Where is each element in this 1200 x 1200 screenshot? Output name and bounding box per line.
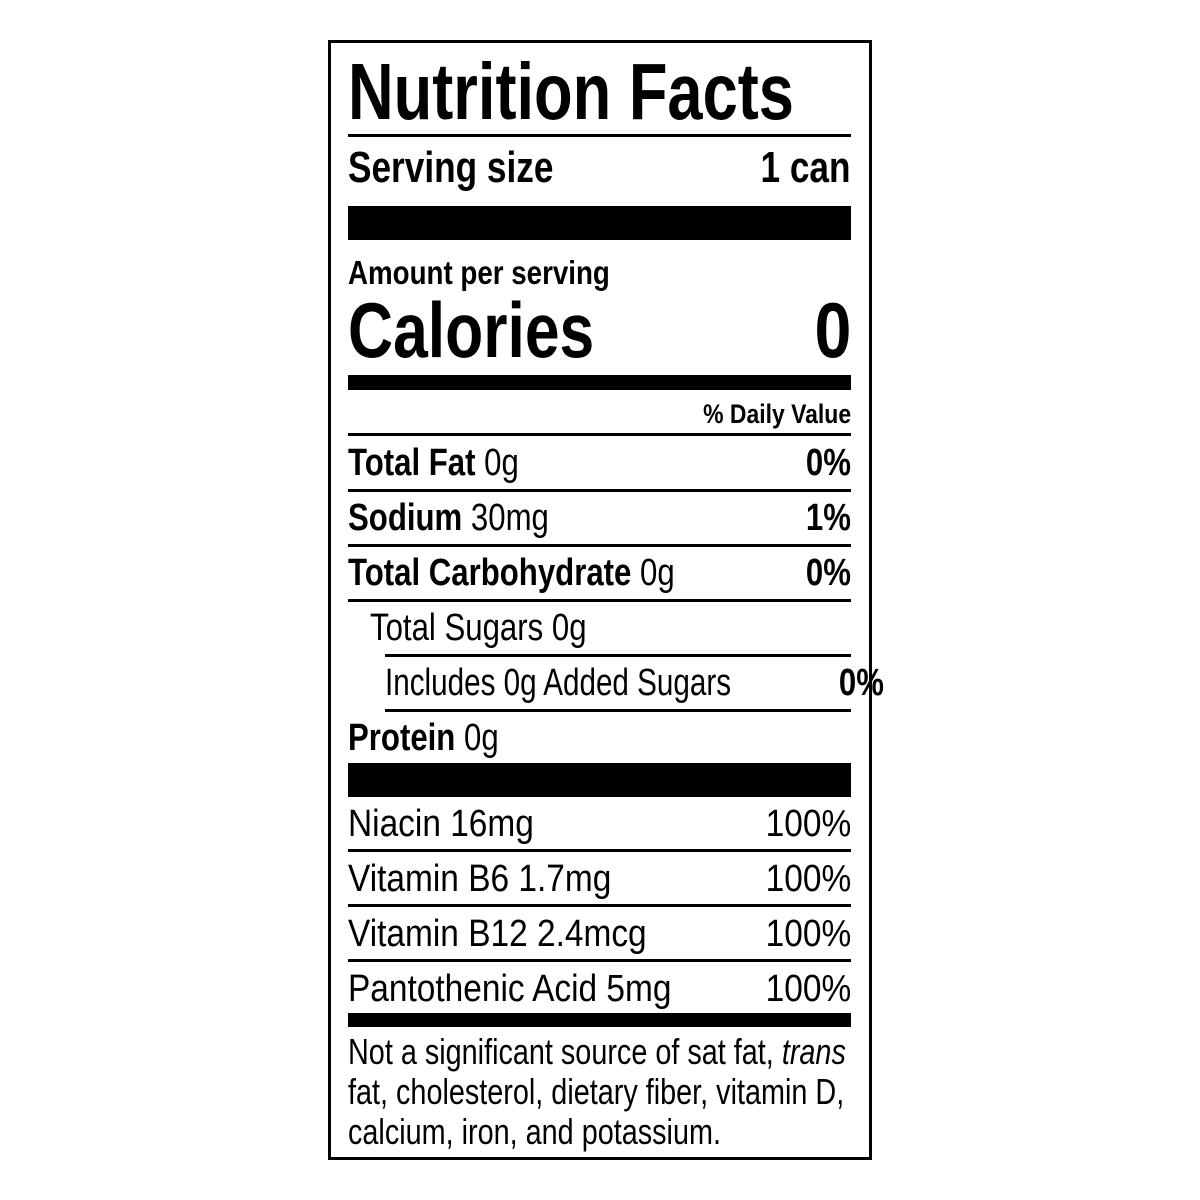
nutrient-row-total-fat: Total Fat 0g 0% (348, 437, 851, 489)
nutrient-dv: 0% (805, 551, 851, 594)
vitamin-label: Vitamin B12 2.4mcg (348, 912, 647, 955)
amount-per-serving-label: Amount per serving (348, 254, 610, 291)
added-sugars-dv: 0% (838, 661, 884, 704)
footnote-text: Not a significant source of sat fat, (348, 1031, 782, 1072)
title-row: Nutrition Facts (348, 47, 851, 136)
footnote-italic: trans (781, 1031, 846, 1072)
divider (385, 654, 851, 657)
serving-size-row: Serving size 1 can (348, 140, 851, 195)
footnote-text: calcium, iron, and potassium. (348, 1111, 721, 1152)
calories-row: Calories 0 (348, 286, 851, 374)
divider (348, 134, 851, 137)
serving-size-label: Serving size (348, 142, 554, 192)
page-title: Nutrition Facts (348, 47, 794, 136)
nutrient-row-total-sugars: Total Sugars 0g (370, 602, 851, 654)
vitamin-label: Pantothenic Acid 5mg (348, 967, 672, 1010)
nutrient-dv: 1% (805, 496, 851, 539)
vitamin-dv: 100% (765, 912, 851, 955)
thick-divider (348, 206, 851, 240)
divider (385, 709, 851, 712)
footnote: Not a significant source of sat fat, tra… (348, 1032, 868, 1152)
vitamin-label: Vitamin B6 1.7mg (348, 857, 612, 900)
nutrient-row-total-carbohydrate: Total Carbohydrate 0g 0% (348, 547, 851, 599)
vitamin-row: Niacin 16mg 100% (348, 799, 851, 849)
nutrient-amount: 0g (484, 441, 519, 484)
vitamin-row: Vitamin B6 1.7mg 100% (348, 854, 851, 904)
divider (348, 959, 851, 962)
vitamin-dv: 100% (765, 802, 851, 845)
nutrient-row-protein: Protein 0g (348, 713, 851, 763)
footnote-text: fat, cholesterol, dietary fiber, vitamin… (348, 1071, 845, 1112)
amount-per-serving: Amount per serving (348, 254, 851, 291)
divider (348, 544, 851, 547)
calories-label: Calories (348, 285, 595, 374)
divider (348, 849, 851, 852)
nutrient-name: Total Fat (348, 441, 476, 484)
serving-size-value: 1 can (760, 142, 851, 192)
vitamin-dv: 100% (765, 857, 851, 900)
divider (348, 904, 851, 907)
vitamin-label: Niacin 16mg (348, 802, 534, 845)
nutrient-name: Sodium (348, 496, 463, 539)
divider (348, 599, 851, 602)
daily-value-header: % Daily Value (703, 398, 851, 429)
nutrient-name: Total Carbohydrate (348, 551, 632, 594)
daily-value-header-row: % Daily Value (348, 395, 851, 433)
nutrient-row-sodium: Sodium 30mg 1% (348, 492, 851, 544)
divider (348, 433, 851, 436)
nutrient-amount: 0g (640, 551, 675, 594)
medium-divider (348, 375, 851, 390)
divider (348, 489, 851, 492)
added-sugars-label: Includes 0g Added Sugars (385, 661, 732, 704)
vitamin-dv: 100% (765, 967, 851, 1010)
calories-value: 0 (814, 285, 851, 374)
nutrient-amount: 0g (464, 716, 499, 759)
nutrition-facts-panel (328, 40, 872, 1160)
nutrient-dv: 0% (805, 441, 851, 484)
nutrient-row-added-sugars: Includes 0g Added Sugars 0% (385, 657, 884, 709)
vitamin-row: Vitamin B12 2.4mcg 100% (348, 909, 851, 959)
thick-divider (348, 763, 851, 797)
medium-divider (348, 1013, 851, 1027)
nutrient-amount: 30mg (470, 496, 549, 539)
vitamin-row: Pantothenic Acid 5mg 100% (348, 964, 851, 1014)
nutrient-name: Protein (348, 716, 456, 759)
total-sugars-label: Total Sugars 0g (370, 606, 587, 649)
